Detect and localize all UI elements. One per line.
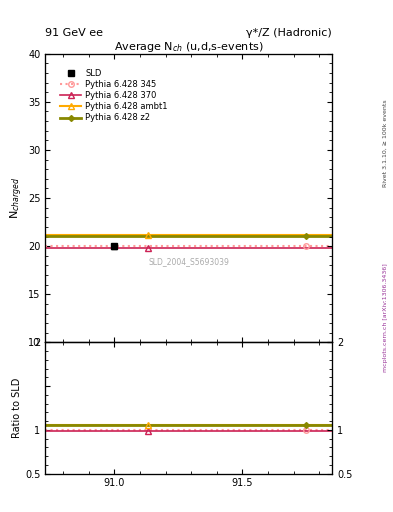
Legend: SLD, Pythia 6.428 345, Pythia 6.428 370, Pythia 6.428 ambt1, Pythia 6.428 z2: SLD, Pythia 6.428 345, Pythia 6.428 370,…: [58, 67, 171, 125]
Text: mcplots.cern.ch [arXiv:1306.3436]: mcplots.cern.ch [arXiv:1306.3436]: [383, 263, 387, 372]
Y-axis label: N$_{charged}$: N$_{charged}$: [9, 177, 25, 219]
Y-axis label: Ratio to SLD: Ratio to SLD: [12, 378, 22, 438]
Text: 91 GeV ee: 91 GeV ee: [45, 28, 103, 38]
Text: γ*/Z (Hadronic): γ*/Z (Hadronic): [246, 28, 332, 38]
Title: Average N$_{ch}$ (u,d,s-events): Average N$_{ch}$ (u,d,s-events): [114, 39, 263, 54]
Text: SLD_2004_S5693039: SLD_2004_S5693039: [148, 257, 229, 266]
Text: Rivet 3.1.10, ≥ 100k events: Rivet 3.1.10, ≥ 100k events: [383, 99, 387, 187]
